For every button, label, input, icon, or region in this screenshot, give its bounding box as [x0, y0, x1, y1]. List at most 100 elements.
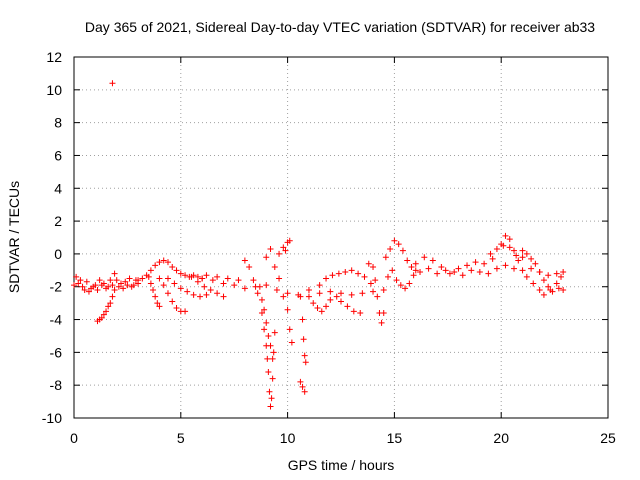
data-point	[519, 254, 526, 261]
data-point	[203, 272, 210, 279]
data-point	[333, 293, 340, 300]
x-tick-label: 20	[493, 430, 509, 446]
data-point	[276, 250, 283, 257]
data-point	[359, 290, 366, 297]
data-point	[314, 305, 321, 312]
data-point	[485, 270, 492, 277]
data-point	[214, 290, 221, 297]
data-point	[318, 308, 325, 315]
data-point	[164, 275, 171, 282]
data-point	[145, 273, 152, 280]
data-point	[261, 306, 268, 313]
x-tick-label: 0	[70, 430, 78, 446]
data-point	[254, 290, 261, 297]
data-point	[261, 326, 268, 333]
data-point	[109, 293, 116, 300]
data-point	[201, 283, 208, 290]
y-tick-label: -8	[50, 377, 63, 393]
data-point	[329, 272, 336, 279]
data-point	[276, 275, 283, 282]
data-point	[350, 308, 357, 315]
data-point	[280, 244, 287, 251]
data-point	[103, 308, 110, 315]
y-tick-label: -4	[50, 312, 63, 328]
data-point	[286, 326, 293, 333]
x-tick-label: 10	[280, 430, 296, 446]
data-point	[81, 287, 88, 294]
data-point	[109, 80, 116, 87]
data-point	[316, 282, 323, 289]
data-point	[487, 250, 494, 257]
y-tick-label: -10	[42, 410, 62, 426]
data-point	[98, 282, 105, 289]
data-point	[271, 264, 278, 271]
data-point	[124, 282, 131, 289]
x-tick-label: 25	[600, 430, 616, 446]
data-point	[519, 247, 526, 254]
data-point	[173, 267, 180, 274]
data-point	[160, 282, 167, 289]
data-point	[555, 285, 562, 292]
data-point	[246, 264, 253, 271]
axis-ticks: 0 5 10 15 20 25 -10 -8 -6 -4 -2 0 2 4 6 8 10 12	[42, 49, 616, 446]
data-point	[265, 332, 272, 339]
data-point	[139, 275, 146, 282]
data-point	[297, 378, 304, 385]
y-tick-label: 6	[54, 147, 62, 163]
chart-title: Day 365 of 2021, Sidereal Day-to-day VTE…	[85, 19, 595, 35]
data-point	[300, 336, 307, 343]
data-point	[203, 291, 210, 298]
data-point	[545, 283, 552, 290]
data-point	[372, 277, 379, 284]
data-point	[209, 277, 216, 284]
data-point	[156, 275, 163, 282]
data-point	[438, 264, 445, 271]
data-point	[280, 293, 287, 300]
data-point	[220, 293, 227, 300]
data-point	[523, 250, 530, 257]
data-point	[459, 272, 466, 279]
data-point	[299, 316, 306, 323]
data-point	[412, 260, 419, 267]
y-tick-label: -2	[50, 279, 63, 295]
data-point	[107, 277, 114, 284]
data-point	[553, 270, 560, 277]
data-point	[90, 283, 97, 290]
data-point	[417, 268, 424, 275]
data-point	[380, 287, 387, 294]
data-point	[519, 267, 526, 274]
data-point	[199, 275, 206, 282]
data-point	[169, 298, 176, 305]
data-point	[506, 236, 513, 243]
data-point	[152, 262, 159, 269]
data-point	[408, 264, 415, 271]
data-point	[361, 273, 368, 280]
data-point	[169, 264, 176, 271]
data-point	[241, 257, 248, 264]
data-point	[173, 305, 180, 312]
data-point	[220, 280, 227, 287]
data-point	[256, 283, 263, 290]
data-point	[269, 375, 276, 382]
data-points	[71, 80, 567, 410]
data-point	[342, 268, 349, 275]
data-point	[344, 303, 351, 310]
data-point	[197, 293, 204, 300]
data-point	[425, 265, 432, 272]
data-point	[164, 259, 171, 266]
data-point	[393, 277, 400, 284]
data-point	[194, 278, 201, 285]
data-point	[264, 355, 271, 362]
data-point	[536, 268, 543, 275]
data-point	[271, 329, 278, 336]
data-point	[207, 287, 214, 294]
y-tick-label: 8	[54, 115, 62, 131]
data-point	[365, 260, 372, 267]
data-point	[410, 272, 417, 279]
data-point	[429, 257, 436, 264]
data-point	[297, 293, 304, 300]
data-point	[120, 285, 127, 292]
data-point	[468, 267, 475, 274]
data-point	[122, 278, 129, 285]
data-point	[188, 273, 195, 280]
